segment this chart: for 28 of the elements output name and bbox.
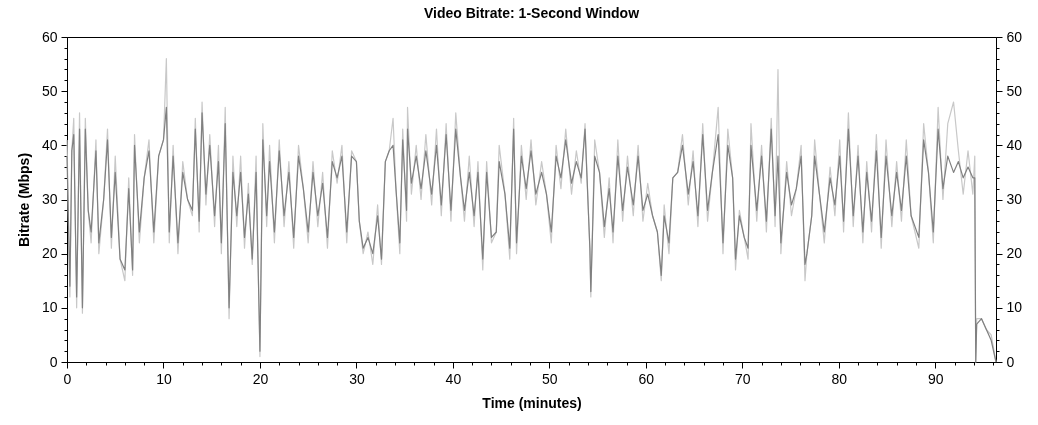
y2-tick-label: 30 [1006, 191, 1023, 207]
y-tick-label: 40 [41, 136, 58, 153]
x-tick-label: 30 [349, 370, 365, 387]
y2-tick-label: 20 [1006, 245, 1023, 262]
y-tick-label: 0 [49, 353, 58, 370]
chart-title: Video Bitrate: 1-Second Window [423, 5, 640, 21]
line-series [66, 106, 997, 363]
x-tick-label: 10 [156, 370, 172, 387]
x-tick-label: 60 [638, 370, 655, 387]
x-tick-label: 70 [735, 370, 751, 387]
y2-tick-label: 60 [1006, 28, 1023, 45]
y2-tick-label: 50 [1006, 82, 1023, 99]
y-tick-label: 50 [41, 82, 58, 99]
x-axis-title: Time (minutes) [482, 394, 582, 411]
x-tick-label: 80 [831, 370, 848, 387]
y-tick-label: 10 [41, 299, 58, 316]
y-tick-label: 30 [41, 191, 58, 207]
y2-tick-label: 0 [1006, 353, 1015, 370]
y-tick-label: 20 [41, 245, 58, 262]
x-tick-label: 20 [252, 370, 269, 387]
y-tick-label: 60 [41, 28, 58, 45]
x-tick-label: 50 [542, 370, 558, 387]
x-tick-label: 0 [63, 370, 72, 387]
y-axis-title: Bitrate (Mbps) [15, 152, 32, 248]
x-tick-label: 90 [927, 370, 944, 387]
x-tick-label: 40 [445, 370, 462, 387]
y2-tick-label: 40 [1006, 136, 1023, 153]
y2-tick-label: 10 [1006, 299, 1023, 316]
